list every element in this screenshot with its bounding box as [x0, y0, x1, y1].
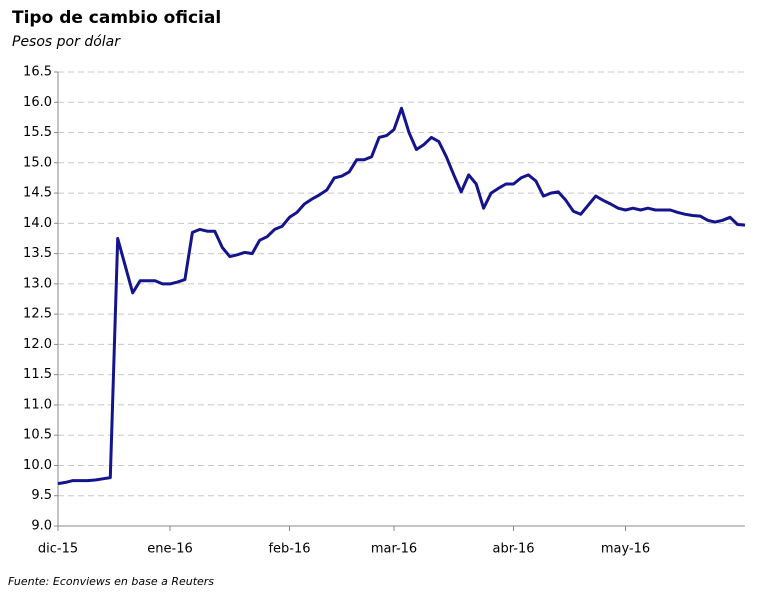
x-tick-label: feb-16 — [268, 542, 310, 557]
y-tick-label: 15.5 — [23, 125, 52, 140]
y-tick-label: 16.0 — [23, 95, 52, 110]
y-tick-label: 11.5 — [23, 367, 52, 382]
y-tick-label: 12.5 — [23, 307, 52, 322]
x-tick-label: ene-16 — [147, 542, 192, 557]
x-tick-label: mar-16 — [371, 542, 417, 557]
y-tick-label: 14.5 — [23, 186, 52, 201]
y-tick-label: 10.0 — [23, 458, 52, 473]
source: Fuente: Econviews en base a Reuters — [8, 575, 214, 588]
x-tick-label: abr-16 — [493, 542, 535, 557]
chart-subtitle: Pesos por dólar — [12, 34, 121, 50]
y-tick-label: 16.5 — [23, 65, 52, 80]
y-tick-label: 13.0 — [23, 276, 52, 291]
x-tick-label: dic-15 — [38, 542, 78, 557]
line — [57, 106, 746, 486]
y-tick-label: 13.5 — [23, 246, 52, 261]
y-tick-label: 9.0 — [31, 519, 52, 534]
y-tick-label: 11.0 — [23, 397, 52, 412]
y-tick-label: 10.5 — [23, 428, 52, 443]
y-tick-label: 15.0 — [23, 155, 52, 170]
y-tick-label: 12.0 — [23, 337, 52, 352]
y-tick-label: 9.5 — [31, 488, 52, 503]
y-tick-label: 14.0 — [23, 216, 52, 231]
x-tick-label: may-16 — [601, 542, 650, 557]
chart-title: Tipo de cambio oficial — [12, 8, 221, 28]
